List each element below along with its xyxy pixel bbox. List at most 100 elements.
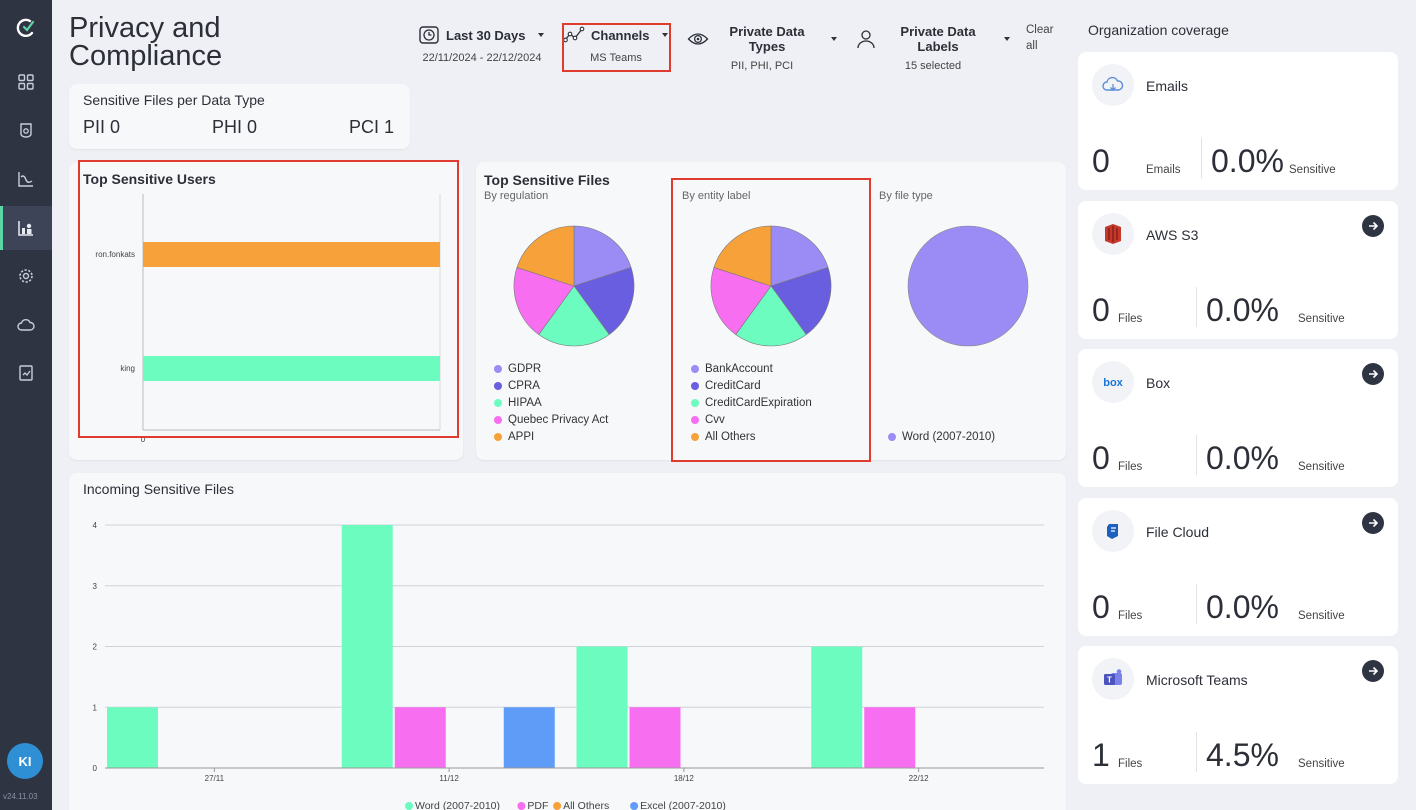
bar-word-2007-2010-[interactable]	[341, 525, 393, 768]
legend-dot-icon	[630, 802, 639, 810]
nav-analytics[interactable]	[0, 157, 52, 201]
legend-item[interactable]: CreditCardExpiration	[691, 394, 812, 411]
pie-slice[interactable]	[513, 267, 575, 335]
y-tick-label: 3	[93, 582, 98, 591]
legend-item[interactable]: BankAccount	[691, 360, 812, 377]
data-types-filter-label: Private Data Types	[729, 24, 805, 54]
pie-slice[interactable]	[573, 267, 635, 335]
pie-by-file-type[interactable]	[906, 224, 1030, 348]
bar-pdf[interactable]	[629, 707, 681, 768]
private-data-types-filter[interactable]: Private Data Types PII, PHI, PCI	[687, 24, 837, 72]
chart-legend-label: All Others	[563, 800, 609, 810]
app-version: v24.11.03	[3, 792, 38, 801]
org-card-aws-s3[interactable]: AWS S3 0 Files 0.0% Sensitive	[1078, 201, 1398, 339]
arrow-right-icon[interactable]	[1362, 512, 1384, 534]
nav-dashboard[interactable]	[0, 60, 52, 104]
pie-slice[interactable]	[735, 285, 807, 347]
data-labels-filter-label: Private Data Labels	[900, 24, 976, 54]
legend-dot-icon	[494, 432, 502, 441]
legend-item[interactable]: CPRA	[494, 377, 608, 394]
pie-slice[interactable]	[770, 225, 829, 287]
legend-file-type: Word (2007-2010)	[888, 428, 995, 445]
org-sensitive-label: Sensitive	[1289, 164, 1336, 176]
legend-item[interactable]: Word (2007-2010)	[888, 428, 995, 445]
bar-word-2007-2010-[interactable]	[576, 646, 628, 769]
user-icon	[856, 28, 878, 50]
box-icon: box	[1092, 361, 1134, 403]
org-card-box[interactable]: box Box 0 Files 0.0% Sensitive	[1078, 349, 1398, 487]
chart-legend-item[interactable]: Word (2007-2010)	[405, 800, 500, 810]
legend-dot-icon	[405, 802, 413, 810]
user-bar-2[interactable]	[143, 356, 440, 381]
pie-slice[interactable]	[770, 267, 832, 335]
arrow-right-icon[interactable]	[1362, 660, 1384, 682]
y-tick-label: 4	[93, 521, 98, 530]
pie-slice[interactable]	[710, 267, 772, 335]
private-data-labels-filter[interactable]: Private Data Labels 15 selected	[856, 24, 1010, 72]
sidebar: KI v24.11.03	[0, 0, 52, 810]
chart-legend-item[interactable]: Excel (2007-2010)	[630, 800, 726, 810]
legend-item[interactable]: GDPR	[494, 360, 608, 377]
bar-pdf[interactable]	[394, 707, 446, 768]
legend-item[interactable]: HIPAA	[494, 394, 608, 411]
org-sensitive-pct: 0.0%	[1206, 589, 1279, 625]
clock-icon	[418, 24, 440, 46]
legend-label: Word (2007-2010)	[902, 430, 996, 443]
org-count-unit: Files	[1118, 313, 1143, 325]
chart-legend-item[interactable]: PDF	[517, 800, 548, 810]
org-card-microsoft-teams[interactable]: T Microsoft Teams 1 Files 4.5% Sensitive	[1078, 646, 1398, 784]
nav-security[interactable]	[0, 108, 52, 152]
legend-item[interactable]: APPI	[494, 428, 608, 445]
user-bar-1[interactable]	[143, 242, 440, 267]
date-range-filter[interactable]: Last 30 Days 22/11/2024 - 22/12/2024	[418, 24, 546, 64]
org-source-name: Microsoft Teams	[1146, 672, 1248, 688]
nav-reports[interactable]	[0, 351, 52, 395]
bar-word-2007-2010-[interactable]	[811, 646, 863, 769]
arrow-right-icon[interactable]	[1362, 363, 1384, 385]
org-source-name: Box	[1146, 375, 1171, 391]
chart-legend-item[interactable]: All Others	[553, 800, 609, 810]
nav-cloud[interactable]	[0, 303, 52, 347]
nav-settings[interactable]	[0, 254, 52, 298]
chevron-down-icon	[537, 33, 544, 37]
pie-slice[interactable]	[516, 225, 575, 287]
bar-excel-2007-2010-[interactable]	[503, 707, 555, 768]
nav-privacy-compliance[interactable]	[0, 206, 52, 250]
chart-legend-label: Word (2007-2010)	[415, 800, 500, 810]
pie-slice[interactable]	[538, 285, 610, 347]
org-card-emails[interactable]: Emails 0 Emails 0.0% Sensitive	[1078, 52, 1398, 190]
pie-by-entity-label[interactable]	[709, 224, 833, 348]
chart-legend-label: Excel (2007-2010)	[640, 800, 726, 810]
arrow-right-icon[interactable]	[1362, 215, 1384, 237]
y-tick-label: 0	[93, 764, 98, 773]
data-labels-filter-value: 15 selected	[904, 60, 962, 72]
pie-slice[interactable]	[573, 225, 632, 287]
org-card-file-cloud[interactable]: File Cloud 0 Files 0.0% Sensitive	[1078, 498, 1398, 636]
legend-item[interactable]: Cvv	[691, 411, 812, 428]
pie-slice[interactable]	[907, 225, 1029, 347]
x-tick-0: 0	[141, 435, 146, 444]
org-sensitive-pct: 0.0%	[1206, 440, 1279, 476]
bar-pdf[interactable]	[864, 707, 916, 768]
legend-label: Quebec Privacy Act	[508, 413, 609, 426]
org-file-count: 0	[1092, 440, 1110, 476]
org-count-unit: Files	[1118, 758, 1143, 770]
bar-word-2007-2010-[interactable]	[107, 707, 158, 768]
clear-all-link[interactable]: Clear all	[1026, 24, 1054, 52]
legend-label: CreditCardExpiration	[705, 396, 812, 409]
svg-text:box: box	[1103, 377, 1123, 389]
app-logo-icon[interactable]	[14, 16, 38, 40]
pie-by-regulation[interactable]	[512, 224, 636, 348]
channels-filter[interactable]: Channels MS Teams	[563, 24, 669, 64]
user-avatar[interactable]: KI	[7, 743, 43, 779]
divider	[1196, 584, 1197, 624]
legend-item[interactable]: Quebec Privacy Act	[494, 411, 608, 428]
phi-stat: PHI 0	[212, 117, 258, 137]
org-sensitive-label: Sensitive	[1298, 313, 1345, 325]
pie-slice[interactable]	[713, 225, 772, 287]
legend-item[interactable]: CreditCard	[691, 377, 812, 394]
user-label-1: ron.fonkats	[95, 250, 135, 259]
incoming-sensitive-files-card: Incoming Sensitive Files 0 1 2 3 4 27/11 11/12…	[69, 473, 1066, 810]
gear-icon	[19, 269, 33, 283]
legend-item[interactable]: All Others	[691, 428, 812, 445]
